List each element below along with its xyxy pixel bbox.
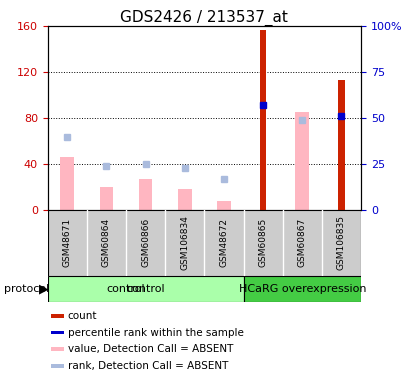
Text: ▶: ▶ [39, 282, 49, 295]
Bar [295, 112, 309, 210]
Text: percentile rank within the sample: percentile rank within the sample [68, 328, 244, 338]
Bar [338, 80, 344, 210]
Text: value, Detection Call = ABSENT: value, Detection Call = ABSENT [68, 344, 233, 354]
Text: GSM60866: GSM60866 [141, 218, 150, 267]
Bar [100, 187, 113, 210]
Bar [61, 157, 74, 210]
Bar [244, 276, 361, 302]
Bar [48, 276, 244, 302]
Text: control: control [126, 284, 165, 294]
Bar [139, 179, 152, 210]
Text: control: control [107, 284, 145, 294]
Bar [178, 189, 192, 210]
Text: GSM48671: GSM48671 [63, 218, 72, 267]
Bar [51, 364, 64, 368]
Text: GSM48672: GSM48672 [220, 218, 229, 267]
Text: count: count [68, 311, 97, 321]
Bar [51, 314, 64, 318]
Text: HCaRG overexpression: HCaRG overexpression [239, 284, 366, 294]
Text: GSM106834: GSM106834 [180, 215, 189, 270]
Text: GSM60867: GSM60867 [298, 218, 307, 267]
Bar [217, 201, 231, 210]
Text: GSM106835: GSM106835 [337, 215, 346, 270]
Text: rank, Detection Call = ABSENT: rank, Detection Call = ABSENT [68, 361, 228, 371]
Text: GSM60864: GSM60864 [102, 218, 111, 267]
Text: protocol: protocol [4, 284, 49, 294]
Text: GSM60865: GSM60865 [259, 218, 268, 267]
Bar [51, 347, 64, 351]
Bar [260, 30, 266, 210]
Title: GDS2426 / 213537_at: GDS2426 / 213537_at [120, 10, 288, 26]
Bar [51, 331, 64, 334]
